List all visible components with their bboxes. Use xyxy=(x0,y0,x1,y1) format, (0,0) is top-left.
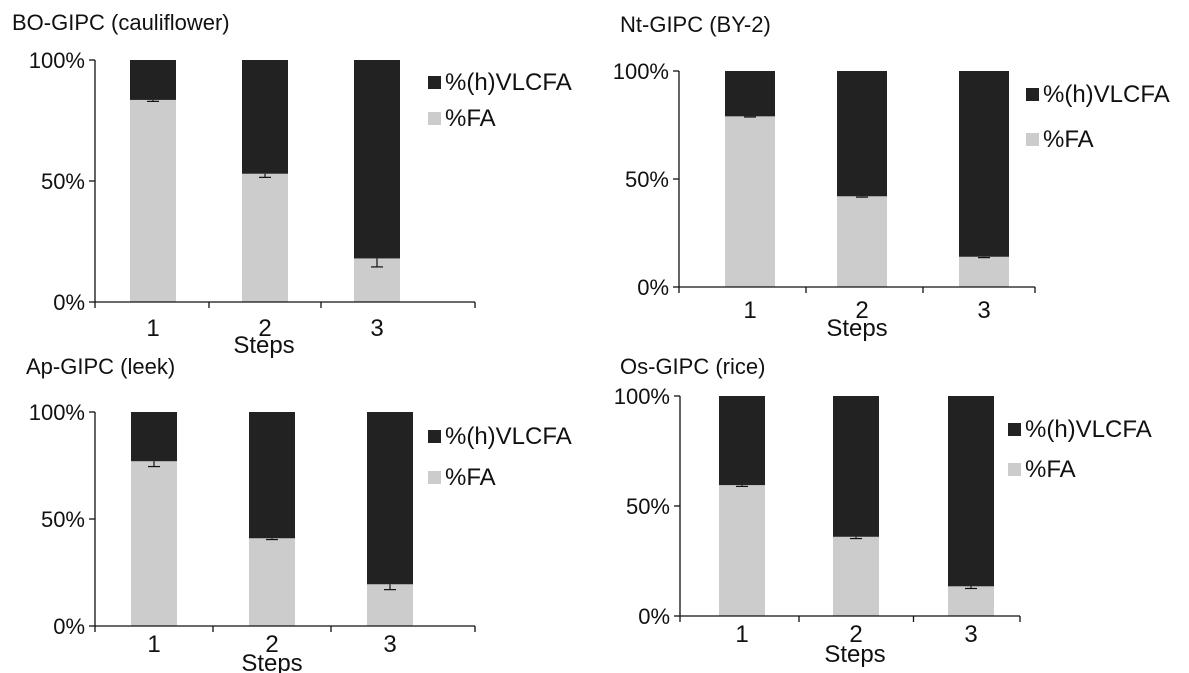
bar-vlcfa xyxy=(719,396,765,486)
legend-label: %FA xyxy=(445,105,496,132)
x-tick-label: 3 xyxy=(370,315,383,342)
bar-fa xyxy=(131,461,177,626)
bar-fa xyxy=(249,538,295,626)
legend-label: %(h)VLCFA xyxy=(1043,81,1170,108)
chart-svg: Ap-GIPC (leek) 1 2 3 0% 50% 100% Steps %(h)VLCFA… xyxy=(26,354,572,673)
legend-label: %(h)VLCFA xyxy=(445,69,572,96)
bar-vlcfa xyxy=(959,71,1009,257)
chart-panel-ap-gipc: Ap-GIPC (leek) 1 2 3 0% 50% 100% Steps %(h)VLCFA… xyxy=(0,350,600,673)
bar-vlcfa xyxy=(948,396,994,587)
x-axis-label: Steps xyxy=(233,332,294,359)
bar-vlcfa xyxy=(249,412,295,539)
x-tick-label: 1 xyxy=(146,315,159,342)
bar-fa xyxy=(959,256,1009,287)
legend-swatch xyxy=(1026,133,1039,146)
bar-vlcfa xyxy=(837,71,887,197)
x-axis-label: Steps xyxy=(826,315,887,342)
legend-label: %(h)VLCFA xyxy=(1025,416,1152,443)
x-tick-label: 1 xyxy=(743,297,756,324)
legend-label: %(h)VLCFA xyxy=(445,423,572,450)
x-tick-label: 2 xyxy=(258,315,271,342)
chart-title: Os-GIPC (rice) xyxy=(620,354,765,379)
y-tick-label: 100% xyxy=(614,384,670,409)
y-tick-label: 0% xyxy=(53,614,85,639)
legend-swatch xyxy=(1008,463,1021,476)
y-tick-label: 50% xyxy=(625,167,669,192)
legend-swatch xyxy=(428,112,441,125)
legend-label: %FA xyxy=(445,464,496,491)
x-axis-label: Steps xyxy=(824,641,885,668)
chart-svg: Os-GIPC (rice) 1 2 3 0% 50% 100% Steps %(h)VLCFA… xyxy=(614,354,1152,668)
chart-panel-os-gipc: Os-GIPC (rice) 1 2 3 0% 50% 100% Steps %(h)VLCFA… xyxy=(594,350,1189,673)
legend-label: %FA xyxy=(1043,126,1094,153)
y-tick-label: 50% xyxy=(626,494,670,519)
bar-fa xyxy=(837,196,887,287)
chart-title: Ap-GIPC (leek) xyxy=(26,354,175,379)
bar-fa xyxy=(130,99,176,303)
chart-title: BO-GIPC (cauliflower) xyxy=(12,10,230,35)
chart-svg: Nt-GIPC (BY-2) 1 2 3 0% 50% 100% Steps %(h)VLCFA… xyxy=(613,12,1170,342)
y-tick-label: 50% xyxy=(41,169,85,194)
chart-svg: BO-GIPC (cauliflower) 1 2 3 0% 50% 100% Steps %(… xyxy=(12,10,572,359)
bar-vlcfa xyxy=(242,60,288,174)
chart-title: Nt-GIPC (BY-2) xyxy=(620,12,771,37)
y-tick-label: 100% xyxy=(29,48,85,73)
x-tick-label: 2 xyxy=(855,297,868,324)
legend-swatch xyxy=(428,76,441,89)
x-tick-label: 3 xyxy=(964,621,977,648)
bar-vlcfa xyxy=(725,71,775,117)
bar-vlcfa xyxy=(131,412,177,462)
y-tick-label: 50% xyxy=(41,507,85,532)
y-tick-label: 0% xyxy=(638,604,670,629)
x-tick-label: 3 xyxy=(383,631,396,658)
x-tick-label: 1 xyxy=(735,621,748,648)
x-tick-label: 3 xyxy=(977,297,990,324)
legend-swatch xyxy=(1026,88,1039,101)
chart-panel-nt-gipc: Nt-GIPC (BY-2) 1 2 3 0% 50% 100% Steps %(h)VLCFA… xyxy=(594,0,1189,350)
x-tick-label: 2 xyxy=(265,631,278,658)
y-tick-label: 100% xyxy=(29,400,85,425)
bar-fa xyxy=(948,586,994,616)
bar-vlcfa xyxy=(367,412,413,585)
bar-vlcfa xyxy=(354,60,400,259)
bar-fa xyxy=(367,584,413,626)
legend-swatch xyxy=(1008,423,1021,436)
bar-vlcfa xyxy=(833,396,879,537)
x-tick-label: 2 xyxy=(849,621,862,648)
chart-panel-bo-gipc: BO-GIPC (cauliflower) 1 2 3 0% 50% 100% Steps %(… xyxy=(0,0,600,360)
bar-fa xyxy=(725,116,775,287)
x-tick-label: 1 xyxy=(147,631,160,658)
bar-fa xyxy=(719,485,765,616)
y-tick-label: 100% xyxy=(613,59,669,84)
x-axis-label: Steps xyxy=(241,650,302,673)
y-tick-label: 0% xyxy=(53,290,85,315)
y-tick-label: 0% xyxy=(637,275,669,300)
legend-swatch xyxy=(428,471,441,484)
bar-fa xyxy=(242,173,288,302)
bar-fa xyxy=(833,536,879,616)
legend-label: %FA xyxy=(1025,456,1076,483)
bar-vlcfa xyxy=(130,60,176,100)
legend-swatch xyxy=(428,430,441,443)
